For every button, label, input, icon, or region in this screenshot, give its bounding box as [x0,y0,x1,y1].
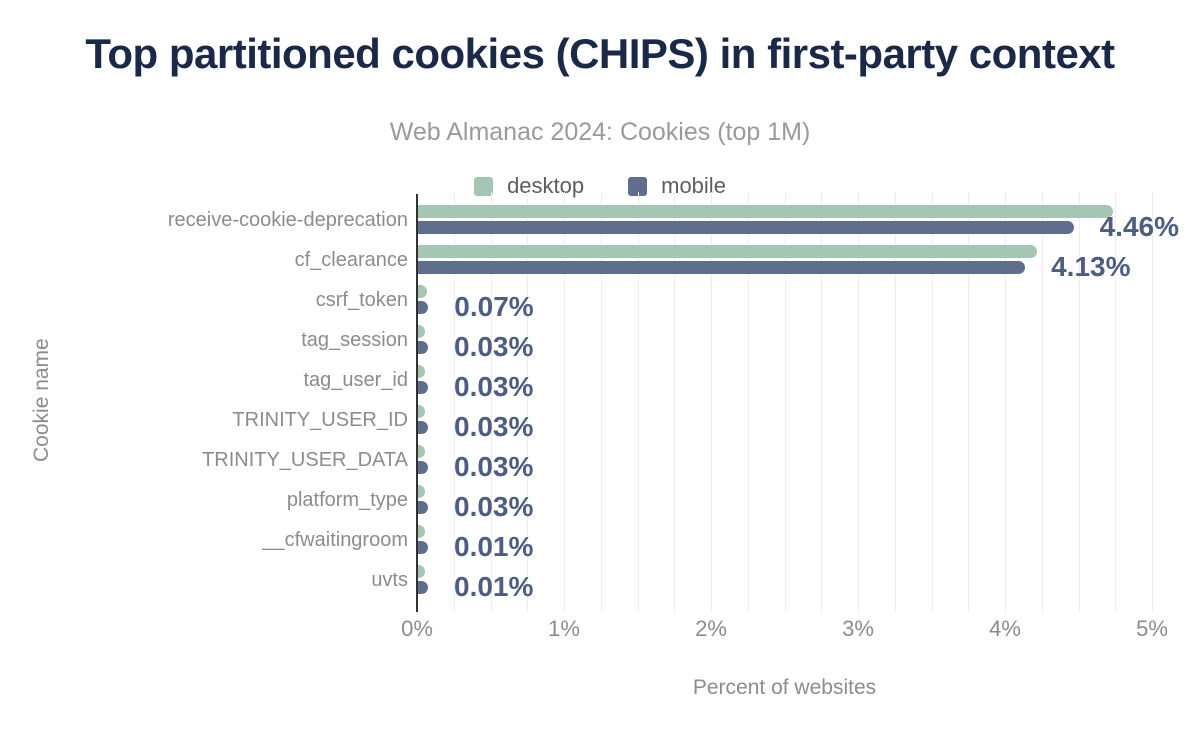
category-label: cf_clearance [294,249,408,271]
desktop-bar [418,285,427,298]
gridline [1152,192,1153,612]
legend-item-mobile: mobile [628,173,726,199]
category-label: tag_user_id [303,369,408,391]
gridline [821,192,823,612]
gridline [637,192,639,612]
category-label: __cfwaitingroom [262,529,408,551]
legend: desktop mobile [0,173,1200,199]
chart-title: Top partitioned cookies (CHIPS) in first… [85,30,1115,77]
category-label: csrf_token [315,289,408,311]
x-tick-label: 1% [548,616,580,641]
mobile-bar [418,501,428,514]
gridline [894,192,896,612]
mobile-bar [418,341,428,354]
value-label: 0.03% [454,331,534,362]
desktop-bar [418,565,425,578]
x-tick-label: 2% [695,616,727,641]
gridline [527,192,529,612]
desktop-bar [418,245,1037,258]
value-label: 0.03% [454,491,534,522]
value-label: 0.03% [454,411,534,442]
x-tick-label: 0% [401,616,433,641]
mobile-bar [418,421,428,434]
gridline [858,192,859,612]
chart-subtitle: Web Almanac 2024: Cookies (top 1M) [389,118,811,146]
gridline [1005,192,1006,612]
value-label: 0.03% [454,371,534,402]
desktop-bar [418,405,425,418]
desktop-bar [418,205,1114,218]
value-label: 0.07% [454,291,534,322]
gridline [564,192,565,612]
gridline [1115,192,1117,612]
desktop-bar [418,525,425,538]
x-tick-label: 4% [989,616,1021,641]
value-label: 0.01% [454,571,534,602]
mobile-bar [418,461,428,474]
value-label: 4.46% [1099,211,1180,242]
value-label: 4.13% [1051,251,1131,282]
category-label: TRINITY_USER_DATA [202,449,408,471]
mobile-bar [418,301,429,314]
legend-label: desktop [507,173,585,198]
x-tick-label: 5% [1136,616,1168,641]
gridline [1078,192,1080,612]
desktop-bar [418,445,425,458]
gridline [968,192,970,612]
gridline [600,192,602,612]
category-label: uvts [371,569,408,591]
gridline [453,192,455,612]
desktop-swatch-icon [474,176,494,196]
mobile-bar [418,261,1026,274]
desktop-bar [418,485,425,498]
category-label: tag_session [301,329,408,351]
gridline [674,192,676,612]
gridline [1041,192,1043,612]
mobile-bar [418,381,428,394]
legend-label: mobile [661,173,726,198]
y-axis-title: Cookie name [30,338,53,462]
category-label: receive-cookie-deprecation [167,209,408,231]
mobile-bar [418,221,1074,234]
gridline [931,192,933,612]
value-label: 0.01% [454,531,534,562]
category-label: TRINITY_USER_ID [232,409,408,431]
gridline [711,192,712,612]
mobile-bar [418,581,428,594]
category-label: platform_type [286,489,408,511]
legend-item-desktop: desktop [474,173,584,199]
mobile-swatch-icon [628,176,648,196]
y-axis-line [416,194,418,612]
x-tick-label: 3% [842,616,874,641]
mobile-bar [418,541,428,554]
desktop-bar [418,325,425,338]
value-label: 0.03% [454,451,534,482]
gridline [784,192,786,612]
gridline [747,192,749,612]
gridline [490,192,492,612]
desktop-bar [418,365,425,378]
x-axis-title: Percent of websites [692,676,877,699]
